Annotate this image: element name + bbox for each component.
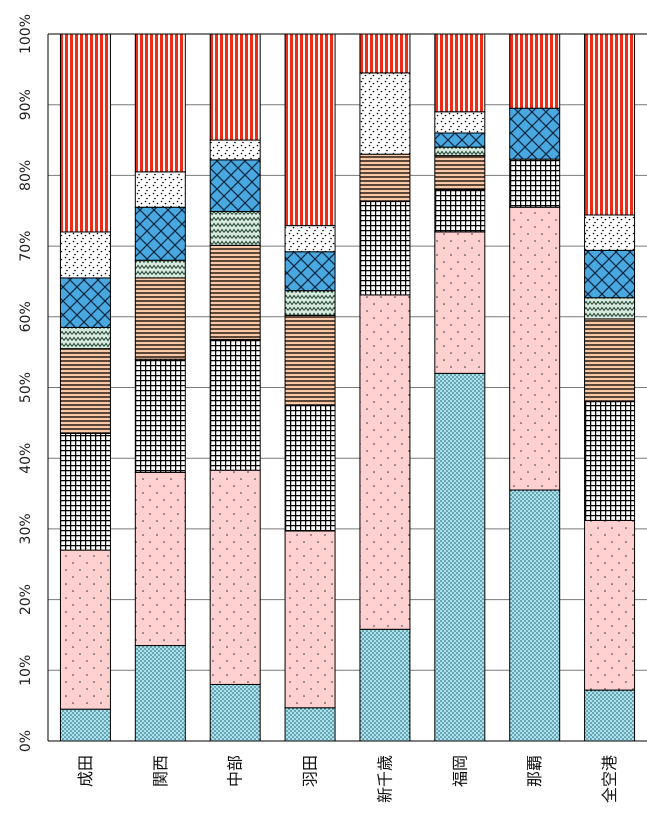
bar-segment-cross-hatch xyxy=(134,206,186,261)
bar-segment-vertical-stripes xyxy=(584,33,636,216)
y-tick-label: 80% xyxy=(18,160,34,191)
bar-segment-horizontal-lines xyxy=(59,348,111,434)
y-tick-label: 20% xyxy=(18,584,34,615)
bar-segment-sparse-dots xyxy=(284,530,336,709)
y-tick-label: 90% xyxy=(18,89,34,120)
bar-segment-dense-dots xyxy=(509,489,561,742)
bar-segment-scatter-dots xyxy=(584,214,636,251)
y-tick-label: 40% xyxy=(18,443,34,474)
bar-segment-vertical-stripes xyxy=(359,33,411,74)
bar-segment-horizontal-lines xyxy=(584,318,636,403)
category-label: 羽田 xyxy=(301,755,320,787)
category-label: 成田 xyxy=(76,755,95,787)
bar-segment-vertical-stripes xyxy=(59,33,111,233)
bar-segment-zigzag xyxy=(584,297,636,320)
bar-segment-dense-dots xyxy=(359,628,411,742)
bar-segment-grid xyxy=(59,432,111,551)
bar-segment-grid xyxy=(434,189,486,233)
bar-segment-dense-dots xyxy=(584,689,636,742)
category-label: 関西 xyxy=(151,755,170,787)
bar-segment-grid xyxy=(284,404,336,532)
category-label: 中部 xyxy=(226,755,245,787)
bar-segment-sparse-dots xyxy=(134,471,186,647)
bar-segment-zigzag xyxy=(284,290,336,316)
bar-segment-cross-hatch xyxy=(584,249,636,299)
bar-segment-dense-dots xyxy=(284,707,336,742)
y-tick-label: 100% xyxy=(18,14,34,54)
bar-segment-horizontal-lines xyxy=(284,314,336,406)
bar-segment-scatter-dots xyxy=(59,231,111,279)
category-label: 新千歳 xyxy=(375,755,394,803)
bar-segment-grid xyxy=(209,338,261,471)
bar-segment-cross-hatch xyxy=(284,251,336,292)
bar-segment-zigzag xyxy=(434,146,486,157)
category-label: 那覇 xyxy=(525,755,544,787)
bar-segment-zigzag xyxy=(134,259,186,279)
axes xyxy=(47,33,647,742)
bar-segment-sparse-dots xyxy=(434,231,486,374)
bar-segment-horizontal-lines xyxy=(209,244,261,340)
bar-segment-sparse-dots xyxy=(359,294,411,630)
bar-segment-horizontal-lines xyxy=(134,277,186,360)
bar-segment-vertical-stripes xyxy=(509,33,561,109)
category-label: 福岡 xyxy=(450,755,469,787)
y-tick-label: 70% xyxy=(18,231,34,262)
bar-segment-grid xyxy=(359,201,411,296)
bar-segment-cross-hatch xyxy=(209,159,261,212)
bar-segment-cross-hatch xyxy=(434,132,486,148)
bar-segment-vertical-stripes xyxy=(134,33,186,173)
bar-segment-grid xyxy=(509,158,561,208)
bar-segment-scatter-dots xyxy=(284,225,336,253)
bar-segment-zigzag xyxy=(209,210,261,246)
bar-segment-grid xyxy=(584,401,636,521)
bar-segment-scatter-dots xyxy=(359,72,411,155)
bar-segment-scatter-dots xyxy=(134,171,186,208)
y-tick-label: 0% xyxy=(18,730,34,752)
bar-segment-sparse-dots xyxy=(509,206,561,491)
bar-segment-sparse-dots xyxy=(584,519,636,691)
bar-segment-scatter-dots xyxy=(434,111,486,134)
bars xyxy=(59,33,636,742)
category-label: 全空港 xyxy=(600,755,619,803)
y-tick-label: 50% xyxy=(18,372,34,403)
y-tick-label: 60% xyxy=(18,301,34,332)
bar-segment-vertical-stripes xyxy=(434,33,486,113)
bar-segment-vertical-stripes xyxy=(284,33,336,227)
bar-segment-dense-dots xyxy=(134,645,186,742)
bar-segment-scatter-dots xyxy=(209,139,261,161)
labels: 0% 10% 20% 30% 40% 50% 60% 70% 80% 90% 100% 成田 関西 中部 羽… xyxy=(18,14,619,803)
bar-segment-grid xyxy=(134,358,186,473)
bar-segment-vertical-stripes xyxy=(209,33,261,141)
bar-segment-horizontal-lines xyxy=(434,155,486,191)
y-tick-label: 10% xyxy=(18,655,34,686)
bar-segment-cross-hatch xyxy=(509,107,561,160)
bar-segment-dense-dots xyxy=(434,372,486,742)
bar-segment-zigzag xyxy=(59,326,111,350)
bar-segment-sparse-dots xyxy=(59,549,111,710)
y-tick-label: 30% xyxy=(18,513,34,544)
bar-segment-dense-dots xyxy=(209,683,261,742)
bar-segment-dense-dots xyxy=(59,708,111,742)
bar-segment-cross-hatch xyxy=(59,277,111,328)
bar-segment-sparse-dots xyxy=(209,469,261,685)
bar-segment-horizontal-lines xyxy=(359,153,411,203)
